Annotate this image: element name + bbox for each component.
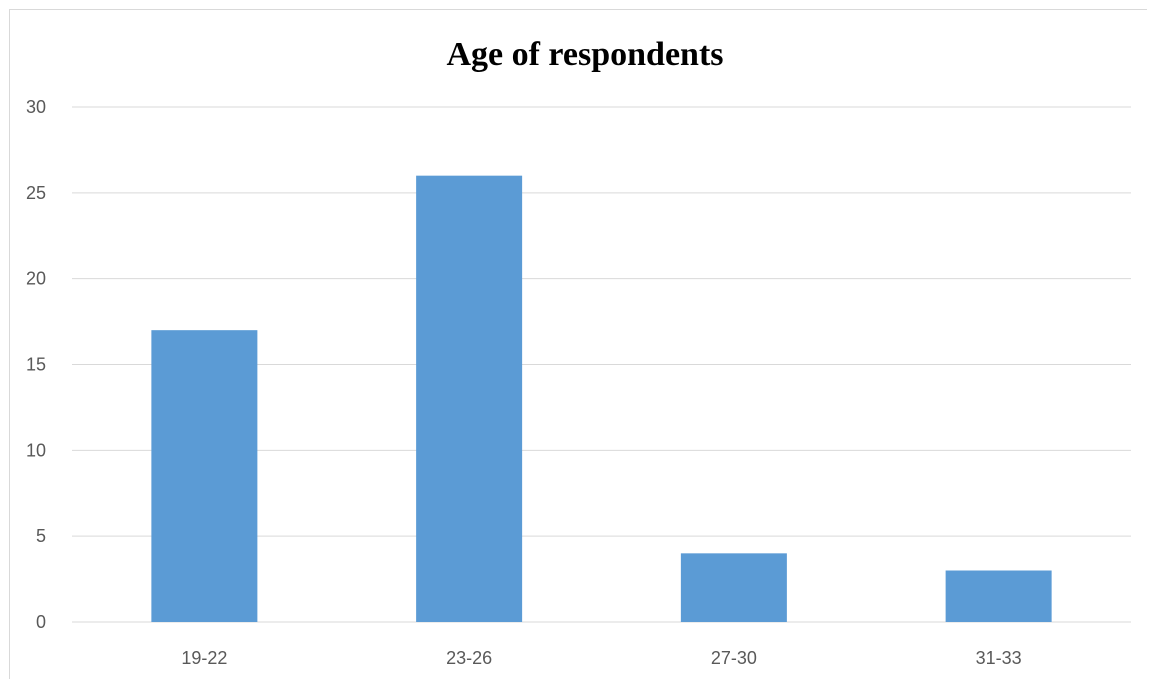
chart-title: Age of respondents: [446, 36, 723, 73]
y-tick-label: 10: [26, 440, 46, 460]
y-tick-label: 0: [36, 612, 46, 632]
x-axis-ticks: 19-22 23-26 27-30 31-33: [181, 648, 1021, 668]
bar-23-26: [416, 175, 523, 622]
y-tick-label: 30: [26, 97, 46, 117]
chart-frame: [9, 9, 1147, 679]
x-tick-label: 23-26: [446, 648, 492, 668]
bar-31-33: [945, 570, 1052, 622]
y-axis-ticks: 0 5 10 15 20 25 30: [26, 97, 46, 632]
y-tick-label: 25: [26, 183, 46, 203]
y-tick-label: 15: [26, 355, 46, 375]
y-tick-label: 20: [26, 269, 46, 289]
x-tick-label: 31-33: [976, 648, 1022, 668]
gridlines: [72, 106, 1131, 623]
y-tick-label: 5: [36, 526, 46, 546]
bar-27-30: [680, 553, 787, 622]
x-tick-label: 27-30: [711, 648, 757, 668]
bars: [151, 175, 1052, 622]
x-tick-label: 19-22: [181, 648, 227, 668]
bar-19-22: [151, 330, 258, 622]
